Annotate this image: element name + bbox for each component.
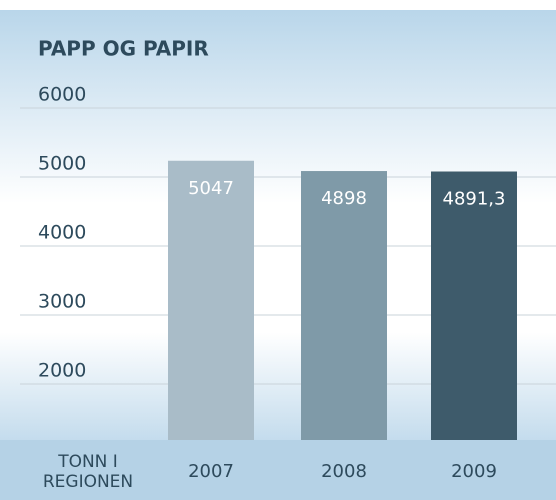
x-axis-label: TONN I REGIONEN [42,452,134,492]
chart-title: PAPP OG PAPIR [38,37,209,61]
value-label: 4898 [321,188,367,209]
bar [301,171,387,440]
value-label: 5047 [188,178,234,199]
x-tick-label: 2008 [321,461,367,482]
x-tick-label: 2009 [451,461,497,482]
x-tick-label: 2007 [188,461,234,482]
value-label: 4891,3 [443,189,506,210]
y-tick-label: 2000 [38,360,86,382]
y-tick-label: 3000 [38,291,86,313]
bar [168,160,254,440]
y-tick-label: 5000 [38,153,86,175]
y-tick-label: 4000 [38,222,86,244]
y-tick-label: 6000 [38,84,86,106]
axis-band [0,440,556,500]
bar [431,171,517,440]
